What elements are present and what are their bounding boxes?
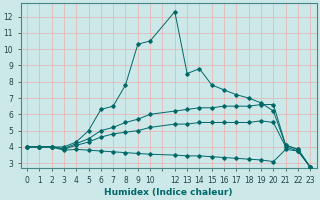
X-axis label: Humidex (Indice chaleur): Humidex (Indice chaleur)	[104, 188, 233, 197]
